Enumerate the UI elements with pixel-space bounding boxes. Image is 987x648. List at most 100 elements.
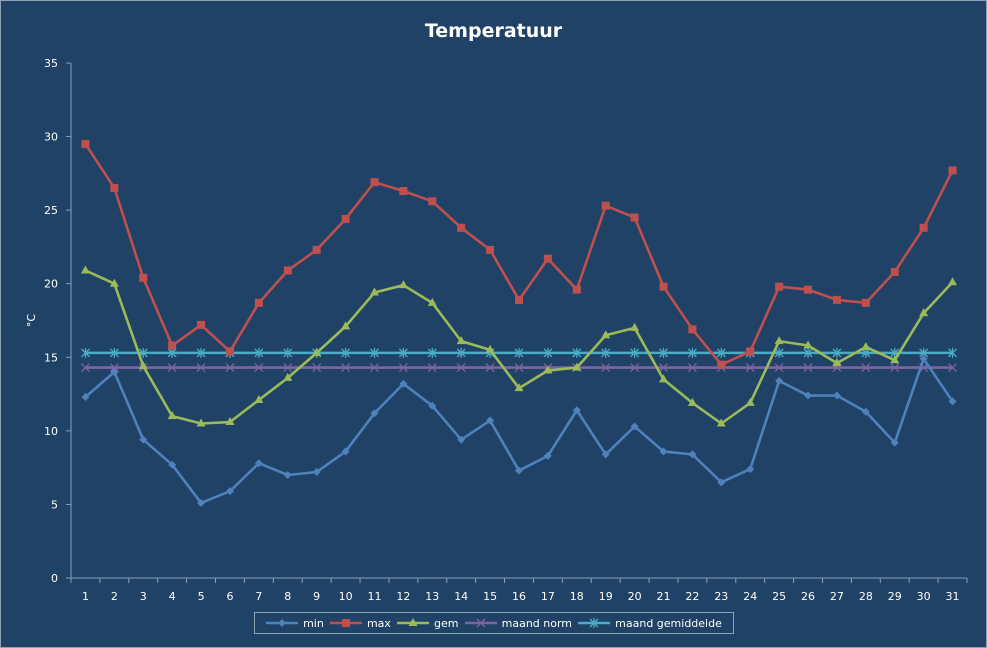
x-tick-label: 15 <box>483 590 497 603</box>
data-point <box>81 139 90 148</box>
data-point <box>312 347 322 356</box>
data-point <box>486 416 495 425</box>
x-tick-label: 21 <box>657 590 671 603</box>
data-point <box>803 363 813 373</box>
data-point <box>341 321 351 330</box>
legend-swatch <box>578 618 611 628</box>
x-tick-label: 20 <box>628 590 642 603</box>
data-point <box>804 285 813 294</box>
data-point <box>254 298 263 307</box>
data-point <box>254 347 264 358</box>
data-point <box>775 282 784 291</box>
data-point <box>80 347 90 358</box>
data-point <box>341 363 351 373</box>
data-point <box>775 376 784 385</box>
legend-item: min <box>266 617 324 630</box>
data-point <box>861 298 870 307</box>
data-point <box>168 341 177 350</box>
data-point <box>80 363 90 373</box>
x-tick-label: 26 <box>801 590 815 603</box>
data-point <box>687 347 697 358</box>
data-point <box>370 178 379 187</box>
data-point <box>572 285 581 294</box>
data-point <box>196 347 206 358</box>
data-point <box>601 363 611 373</box>
data-point <box>919 308 929 317</box>
data-point <box>456 336 466 345</box>
x-tick-label: 7 <box>255 590 262 603</box>
data-point <box>803 347 813 358</box>
data-point <box>341 214 350 223</box>
data-point <box>168 460 177 469</box>
series-line <box>84 357 954 505</box>
data-point <box>283 363 293 373</box>
x-tick-label: 9 <box>313 590 320 603</box>
legend-label: max <box>366 616 391 630</box>
data-point <box>543 451 552 460</box>
legend-swatch <box>397 618 430 626</box>
data-point <box>659 374 669 383</box>
data-point <box>225 363 235 373</box>
data-point <box>746 347 755 356</box>
data-point <box>398 363 408 373</box>
data-point <box>774 347 784 358</box>
legend-swatch <box>464 618 497 628</box>
data-point <box>601 330 611 339</box>
x-tick-label: 30 <box>917 590 931 603</box>
data-point <box>370 363 379 373</box>
data-point <box>283 266 292 275</box>
chart-title: Temperatuur <box>424 20 563 42</box>
data-point <box>861 407 870 416</box>
data-point <box>370 409 379 418</box>
data-point <box>427 297 437 306</box>
y-tick-label: 20 <box>44 278 58 291</box>
data-point <box>716 347 726 358</box>
x-tick-label: 6 <box>226 590 233 603</box>
x-tick-label: 17 <box>541 590 555 603</box>
x-tick-label: 10 <box>339 590 353 603</box>
data-point <box>427 347 437 358</box>
x-tick-label: 23 <box>714 590 728 603</box>
data-point <box>832 391 841 400</box>
data-point <box>197 320 206 329</box>
legend-item: gem <box>397 617 459 630</box>
data-point <box>457 435 466 444</box>
data-point <box>948 347 958 358</box>
data-point <box>110 184 119 193</box>
data-point <box>890 355 900 364</box>
data-point <box>283 347 293 358</box>
data-point <box>80 265 90 274</box>
legend-label: maand norm <box>501 616 573 630</box>
data-point <box>456 347 466 358</box>
data-point <box>139 435 148 444</box>
data-point <box>746 465 755 474</box>
data-point <box>109 363 119 373</box>
data-point <box>659 363 668 373</box>
data-point <box>687 363 697 373</box>
x-tick-label: 4 <box>169 590 176 603</box>
x-tick-label: 28 <box>859 590 873 603</box>
x-tick-label: 11 <box>367 590 381 603</box>
data-point <box>398 347 408 358</box>
x-tick-label: 24 <box>743 590 757 603</box>
data-point <box>515 295 523 304</box>
data-point <box>254 394 264 403</box>
legend-label: maand gemiddelde <box>615 616 722 630</box>
data-point <box>688 450 697 459</box>
data-point <box>717 478 726 487</box>
data-point <box>398 280 408 289</box>
y-tick-label: 25 <box>44 204 58 217</box>
data-point <box>659 347 668 358</box>
data-point <box>197 498 206 507</box>
legend: min max gem maand norm maand gemiddelde <box>254 612 734 634</box>
data-point <box>341 347 351 358</box>
y-tick-label: 0 <box>51 572 58 585</box>
series-gem <box>80 265 958 427</box>
data-point <box>283 372 293 381</box>
y-tick-label: 5 <box>51 498 58 511</box>
x-tick-label: 14 <box>454 590 468 603</box>
data-point <box>515 466 523 475</box>
data-point <box>601 201 610 210</box>
data-point <box>572 406 581 415</box>
